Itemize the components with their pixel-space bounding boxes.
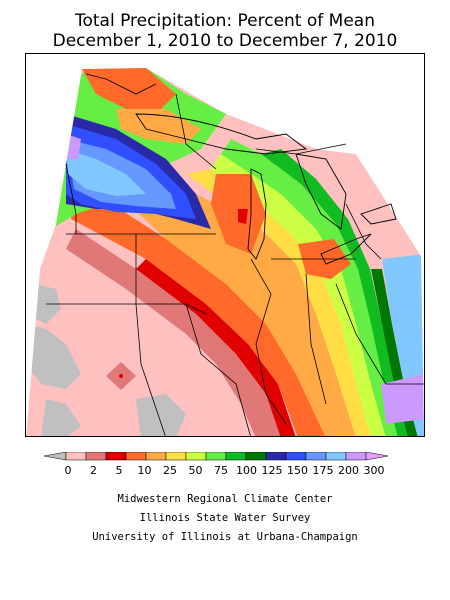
credit-line-uiuc: University of Illinois at Urbana-Champai… — [92, 531, 358, 543]
legend-tick-label: 25 — [163, 464, 177, 477]
great-lakes — [135, 113, 397, 265]
legend-tick-label: 10 — [138, 464, 152, 477]
legend-swatch — [125, 452, 147, 461]
color-legend: 0 2 5 10 25 50 75 100 125 150 175 200 300 — [43, 452, 389, 477]
band-100-125 — [221, 139, 398, 436]
legend-tick-label: 300 — [364, 464, 385, 477]
credit-line-mrcc: Midwestern Regional Climate Center — [117, 493, 333, 505]
legend-swatch — [185, 452, 207, 461]
legend-swatch — [245, 452, 267, 461]
legend-tick-label: 150 — [287, 464, 308, 477]
legend-swatch — [105, 452, 127, 461]
credit-line-isws: Illinois State Water Survey — [139, 512, 311, 524]
map-date-range: December 1, 2010 to December 7, 2010 — [52, 31, 398, 51]
legend-tick-label: 50 — [189, 464, 203, 477]
gray-patch — [136, 394, 186, 436]
legend-tick-label: 125 — [262, 464, 283, 477]
legend-arrow-low — [43, 452, 67, 461]
credits: Midwestern Regional Climate Center Illin… — [0, 490, 450, 547]
legend-tick-label: 0 — [65, 464, 72, 477]
legend-tick-label: 2 — [90, 464, 97, 477]
legend-swatch — [145, 452, 167, 461]
state-boundaries — [46, 73, 424, 436]
band-5-10 — [136, 259, 296, 436]
legend-swatch — [305, 452, 327, 461]
nw-light-blue — [66, 149, 146, 196]
legend-swatch — [85, 452, 107, 461]
gray-patch — [41, 399, 81, 436]
legend-swatch — [285, 452, 307, 461]
lake-michigan — [247, 168, 267, 260]
outside-west — [26, 54, 82, 436]
legend-swatch — [265, 452, 287, 461]
legend-tick-label: 100 — [236, 464, 257, 477]
legend-tick-label: 175 — [313, 464, 334, 477]
legend-tick-label: 75 — [214, 464, 228, 477]
legend-swatch — [205, 452, 227, 461]
legend-tick-label: 200 — [338, 464, 359, 477]
legend-swatch — [65, 452, 87, 461]
band-50-75 — [186, 169, 371, 436]
lake-huron — [295, 153, 347, 230]
lake-erie — [320, 233, 372, 265]
michigan-red — [238, 209, 248, 224]
north-orange — [82, 68, 176, 114]
legend-tick-label: 5 — [116, 464, 123, 477]
legend-swatch — [345, 452, 367, 461]
outside-northeast — [316, 54, 424, 256]
map-canvas — [26, 54, 424, 436]
diamond-center — [119, 374, 123, 378]
lake-ontario — [360, 203, 397, 225]
precipitation-map — [25, 53, 425, 437]
gray-patch — [26, 324, 81, 389]
legend-arrow-high — [365, 452, 389, 461]
legend-swatch — [225, 452, 247, 461]
band-10-25 — [71, 194, 326, 436]
wet-east-max — [381, 374, 424, 424]
legend-swatch — [165, 452, 187, 461]
map-title: Total Precipitation: Percent of Mean — [75, 11, 375, 31]
legend-swatch — [325, 452, 347, 461]
lake-superior — [135, 113, 308, 155]
band-2-5 — [66, 229, 286, 436]
